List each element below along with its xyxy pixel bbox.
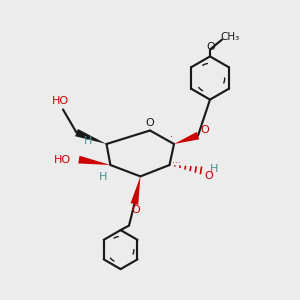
Polygon shape [75, 129, 106, 144]
Text: HO: HO [51, 96, 69, 106]
Text: ···: ··· [172, 159, 180, 168]
Text: CH₃: CH₃ [220, 32, 240, 42]
Polygon shape [78, 156, 110, 165]
Text: O: O [201, 125, 210, 135]
Text: O: O [204, 171, 213, 181]
Text: ·: · [170, 132, 173, 142]
Text: H: H [209, 164, 218, 175]
Text: O: O [206, 41, 215, 52]
Text: H: H [99, 172, 107, 182]
Text: H: H [84, 136, 92, 146]
Text: HO: HO [54, 154, 71, 165]
Text: O: O [131, 205, 140, 215]
Polygon shape [174, 132, 199, 144]
Text: O: O [145, 118, 154, 128]
Polygon shape [130, 176, 140, 205]
